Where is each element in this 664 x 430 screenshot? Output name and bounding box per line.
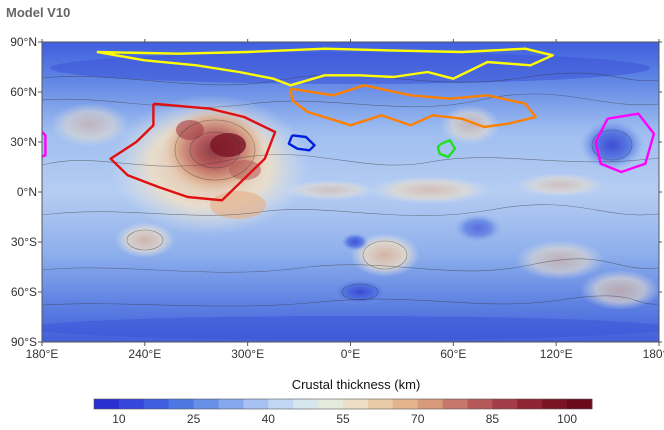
colorbar-swatch	[542, 399, 568, 409]
x-tick-label: 0°E	[341, 347, 360, 361]
colorbar-swatch	[218, 399, 244, 409]
x-tick-label: 60°E	[440, 347, 466, 361]
red-outline	[109, 102, 277, 202]
colorbar-title: Crustal thickness (km)	[292, 377, 421, 392]
colorbar-tick-label: 100	[557, 412, 577, 426]
magenta-outline	[594, 112, 656, 174]
colorbar-swatch	[118, 399, 145, 409]
colorbar-swatch	[193, 399, 219, 409]
colorbar-swatch	[567, 399, 593, 409]
colorbar-swatch	[392, 399, 419, 409]
x-tick-label: 180°E	[26, 347, 59, 361]
blue-outline	[287, 134, 316, 152]
colorbar-tick-label: 25	[187, 412, 201, 426]
y-tick-label: 90°N	[10, 35, 37, 49]
colorbar-swatch	[268, 399, 294, 409]
colorbar-swatch	[143, 399, 170, 409]
colorbar-swatch	[517, 399, 543, 409]
colorbar-swatch	[492, 399, 518, 409]
colorbar-swatch	[417, 399, 443, 409]
x-tick-label: 240°E	[128, 347, 161, 361]
colorbar-swatch	[243, 399, 269, 409]
magenta-outline-west	[42, 130, 47, 158]
colorbar-tick-label: 70	[411, 412, 425, 426]
page-title: Model V10	[6, 5, 71, 20]
orange-outline	[289, 84, 537, 129]
y-tick-label: 90°S	[11, 335, 37, 349]
y-tick-label: 30°N	[10, 135, 37, 149]
colorbar-swatch	[467, 399, 493, 409]
colorbar-swatch	[168, 399, 194, 409]
colorbar-swatch	[343, 399, 369, 409]
y-tick-label: 60°S	[11, 285, 37, 299]
colorbar-frame	[93, 398, 593, 410]
y-tick-label: 0°N	[17, 185, 37, 199]
colorbar-tick-label: 85	[486, 412, 500, 426]
colorbar-swatch	[367, 399, 394, 409]
y-tick-label: 30°S	[11, 235, 37, 249]
colorbar-swatch	[442, 399, 468, 409]
green-outline	[436, 139, 457, 159]
colorbar-tick-label: 55	[336, 412, 350, 426]
colorbar-tick-label: 40	[262, 412, 276, 426]
colorbar-swatch	[293, 399, 319, 409]
y-tick-label: 60°N	[10, 85, 37, 99]
colorbar-swatch	[318, 399, 344, 409]
colorbar-tick-label: 10	[112, 412, 126, 426]
colorbar-swatch	[94, 399, 120, 409]
x-tick-label: 300°E	[231, 347, 264, 361]
map-field	[42, 42, 659, 342]
x-tick-label: 120°E	[540, 347, 573, 361]
north-polar-outline	[96, 47, 554, 87]
x-tick-label: 180°E	[643, 347, 664, 361]
